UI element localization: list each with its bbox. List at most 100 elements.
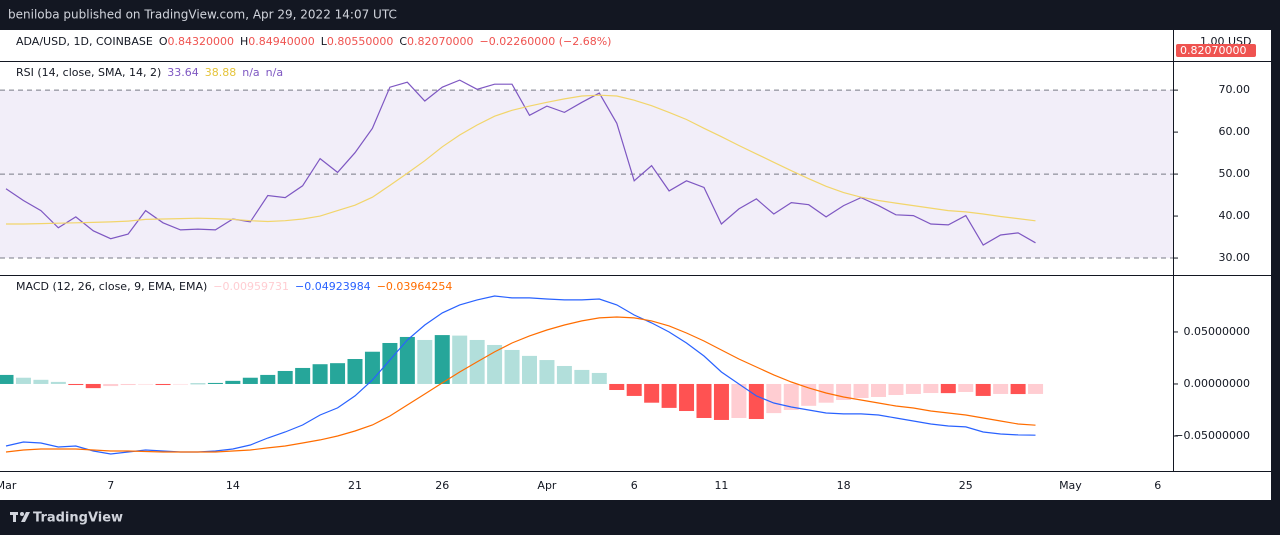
legend-value: −0.03964254 (377, 280, 453, 293)
histogram-bar (940, 383, 956, 394)
histogram-bar (417, 339, 433, 384)
histogram-bar (173, 383, 188, 385)
histogram-bar (993, 383, 1009, 394)
legend-value: 38.88 (205, 66, 237, 79)
x-tick-label: 18 (837, 479, 851, 492)
y-tick-label: 60.00 (1219, 125, 1251, 138)
indicator-line (5, 316, 1036, 453)
symbol: ADA/USD, 1D, COINBASE (16, 35, 153, 48)
histogram-bar (905, 383, 921, 394)
x-tick-label: 11 (714, 479, 728, 492)
histogram-bar (801, 383, 817, 406)
price-legend: ADA/USD, 1D, COINBASE O0.84320000 H0.84940… (16, 35, 611, 48)
ohlc-key: H (240, 35, 248, 48)
ohlc-value: 0.80550000 (327, 35, 393, 48)
histogram-bar (783, 383, 799, 410)
ohlc-value: 0.84940000 (248, 35, 314, 48)
histogram-bar (626, 383, 642, 396)
histogram-bar (277, 370, 293, 384)
histogram-bar (33, 379, 49, 384)
histogram-bar (434, 335, 450, 384)
histogram-bar (731, 383, 747, 418)
histogram-bar (522, 355, 537, 384)
histogram-bar (696, 383, 712, 418)
y-tick-label: −0.05000000 (1174, 429, 1250, 442)
indicator-title: RSI (14, close, SMA, 14, 2) (16, 66, 161, 79)
chart-area (0, 30, 1271, 500)
ohlc-key: L (321, 35, 328, 48)
histogram-bar (155, 383, 171, 386)
footer-brand: TradingView (33, 511, 123, 526)
histogram-bar (1010, 383, 1026, 395)
x-tick-label: 6 (1154, 479, 1161, 492)
tv-logo (10, 512, 30, 522)
legend-value: n/a (266, 66, 283, 79)
x-tick-label: 21 (348, 479, 362, 492)
histogram-bar (713, 383, 729, 420)
y-tick-label: 40.00 (1219, 209, 1251, 222)
y-tick-label: 0.00000000 (1184, 377, 1250, 390)
histogram-bar (1028, 383, 1044, 394)
histogram-bar (975, 383, 991, 396)
ohlc-value: 0.84320000 (167, 35, 233, 48)
legend-value: −0.00959731 (213, 280, 289, 293)
legend-value: n/a (242, 66, 259, 79)
publish-header: beniloba published on TradingView.com, A… (8, 8, 397, 22)
histogram-bar (330, 363, 346, 384)
indicator-legend: MACD (12, 26, close, 9, EMA, EMA) −0.0095… (16, 280, 452, 293)
histogram-bar (539, 360, 555, 384)
histogram-bar (853, 383, 869, 399)
y-tick-label: 70.00 (1219, 83, 1251, 96)
ohlc-key: C (399, 35, 407, 48)
last-price-box (1176, 44, 1256, 57)
histogram-bar (871, 383, 886, 397)
histogram-bar (138, 383, 154, 385)
histogram-bar (591, 372, 607, 384)
ohlc-key: O (159, 35, 168, 48)
histogram-bar (679, 383, 695, 412)
legend-value: −0.04923984 (295, 280, 371, 293)
change: −0.02260000 (−2.68%) (480, 35, 612, 48)
histogram-bar (766, 383, 782, 414)
histogram-bar (661, 383, 677, 408)
histogram-bar (190, 383, 206, 385)
indicator-line (6, 94, 1036, 225)
histogram-bar (242, 377, 258, 384)
legend-value: 33.64 (167, 66, 199, 79)
histogram-bar (574, 369, 590, 384)
histogram-bar (50, 381, 66, 384)
histogram-bar (207, 382, 223, 384)
ohlc-value: 0.82070000 (407, 35, 473, 48)
last-price: 0.82070000 (1180, 44, 1246, 57)
x-tick-label: 25 (959, 479, 973, 492)
x-tick-label: 7 (107, 479, 114, 492)
x-tick-label: 26 (435, 479, 449, 492)
histogram-bar (399, 336, 415, 384)
histogram-bar (120, 383, 136, 386)
histogram-bar (347, 359, 363, 384)
indicator-line (5, 79, 1036, 246)
histogram-bar (888, 383, 904, 396)
histogram-bar (295, 367, 311, 384)
x-tick-label: Apr (537, 479, 557, 492)
histogram-bar (103, 383, 119, 387)
histogram-bar (0, 374, 14, 384)
x-tick-label: 6 (631, 479, 638, 492)
histogram-bar (487, 344, 503, 384)
histogram-bar (923, 383, 939, 394)
histogram-bar (85, 383, 101, 389)
histogram-bar (556, 365, 572, 384)
histogram-bar (609, 383, 625, 391)
histogram-bar (958, 383, 974, 392)
histogram-bar (225, 380, 241, 384)
histogram-bar (504, 349, 520, 384)
histogram-bar (452, 335, 468, 384)
histogram-bar (312, 364, 328, 384)
indicator-title: MACD (12, 26, close, 9, EMA, EMA) (16, 280, 207, 293)
y-tick-label: 0.05000000 (1184, 325, 1250, 338)
y-tick-label: 50.00 (1219, 167, 1251, 180)
histogram-bar (382, 342, 398, 384)
x-tick-label: Mar (0, 479, 17, 492)
